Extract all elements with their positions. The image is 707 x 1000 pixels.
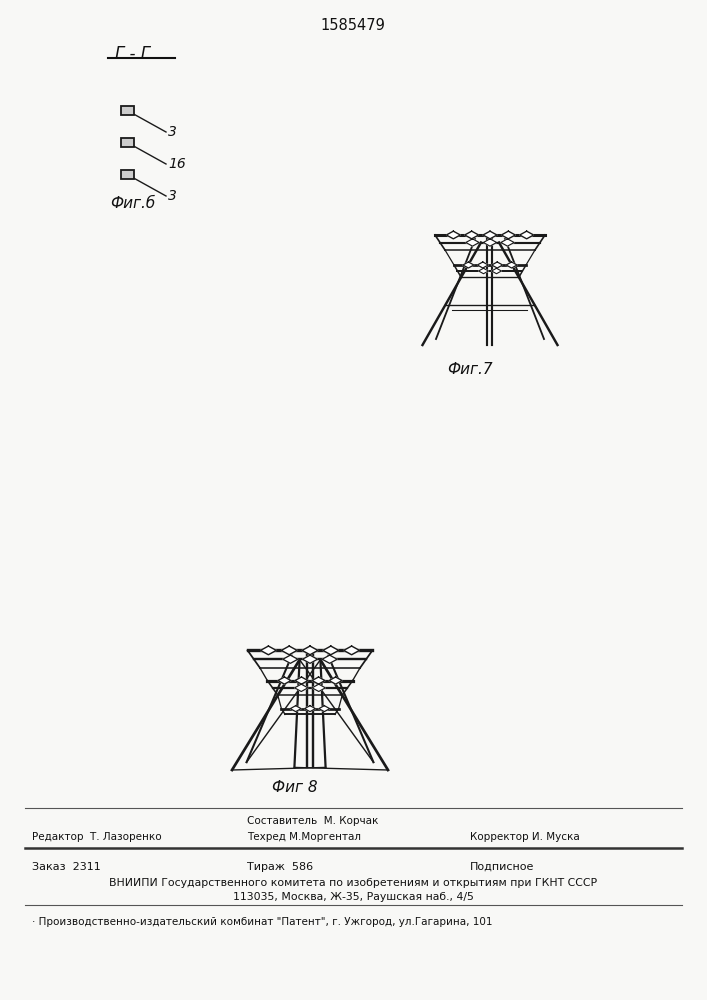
Polygon shape bbox=[464, 231, 479, 239]
Polygon shape bbox=[491, 268, 501, 274]
Text: Составитель  М. Корчак: Составитель М. Корчак bbox=[247, 816, 378, 826]
Text: 3: 3 bbox=[168, 125, 177, 139]
Polygon shape bbox=[329, 677, 342, 684]
Text: Подписное: Подписное bbox=[470, 862, 534, 872]
Polygon shape bbox=[477, 262, 489, 268]
Polygon shape bbox=[278, 677, 291, 684]
Polygon shape bbox=[295, 684, 308, 691]
Polygon shape bbox=[319, 706, 329, 712]
Text: 16: 16 bbox=[168, 157, 186, 171]
Polygon shape bbox=[506, 262, 517, 268]
Polygon shape bbox=[260, 646, 276, 655]
Polygon shape bbox=[479, 268, 489, 274]
Polygon shape bbox=[520, 231, 534, 239]
Bar bbox=[122, 105, 134, 114]
Bar bbox=[122, 169, 134, 178]
Polygon shape bbox=[344, 646, 359, 655]
Text: Фиг.7: Фиг.7 bbox=[448, 362, 493, 377]
Polygon shape bbox=[295, 677, 308, 684]
Text: Фиг.б: Фиг.б bbox=[110, 196, 156, 211]
Polygon shape bbox=[484, 239, 496, 246]
Text: 1585479: 1585479 bbox=[320, 18, 385, 33]
Polygon shape bbox=[492, 262, 503, 268]
Polygon shape bbox=[323, 646, 339, 655]
Text: Г - Г: Г - Г bbox=[115, 45, 150, 63]
Polygon shape bbox=[501, 231, 515, 239]
Text: 113035, Москва, Ж-35, Раушская наб., 4/5: 113035, Москва, Ж-35, Раушская наб., 4/5 bbox=[233, 892, 474, 902]
Polygon shape bbox=[281, 646, 297, 655]
Text: · Производственно-издательский комбинат "Патент", г. Ужгород, ул.Гагарина, 101: · Производственно-издательский комбинат … bbox=[32, 917, 493, 927]
Text: ВНИИПИ Государственного комитета по изобретениям и открытиям при ГКНТ СССР: ВНИИПИ Государственного комитета по изоб… bbox=[109, 878, 597, 888]
Bar bbox=[122, 137, 134, 146]
Text: 3: 3 bbox=[168, 189, 177, 203]
Text: Редактор  Т. Лазоренко: Редактор Т. Лазоренко bbox=[32, 832, 162, 842]
Polygon shape bbox=[302, 646, 318, 655]
Polygon shape bbox=[303, 655, 317, 663]
Polygon shape bbox=[291, 706, 301, 712]
Polygon shape bbox=[322, 655, 337, 663]
Text: Корректор И. Муска: Корректор И. Муска bbox=[470, 832, 580, 842]
Polygon shape bbox=[483, 231, 497, 239]
Polygon shape bbox=[283, 655, 298, 663]
Text: Фиг 8: Фиг 8 bbox=[272, 780, 318, 795]
Polygon shape bbox=[463, 262, 474, 268]
Text: Тираж  586: Тираж 586 bbox=[247, 862, 313, 872]
Polygon shape bbox=[305, 706, 315, 712]
Polygon shape bbox=[312, 677, 325, 684]
Polygon shape bbox=[501, 239, 514, 246]
Text: Заказ  2311: Заказ 2311 bbox=[32, 862, 101, 872]
Polygon shape bbox=[312, 684, 325, 691]
Polygon shape bbox=[446, 231, 460, 239]
Polygon shape bbox=[466, 239, 479, 246]
Text: Техред М.Моргентал: Техред М.Моргентал bbox=[247, 832, 361, 842]
